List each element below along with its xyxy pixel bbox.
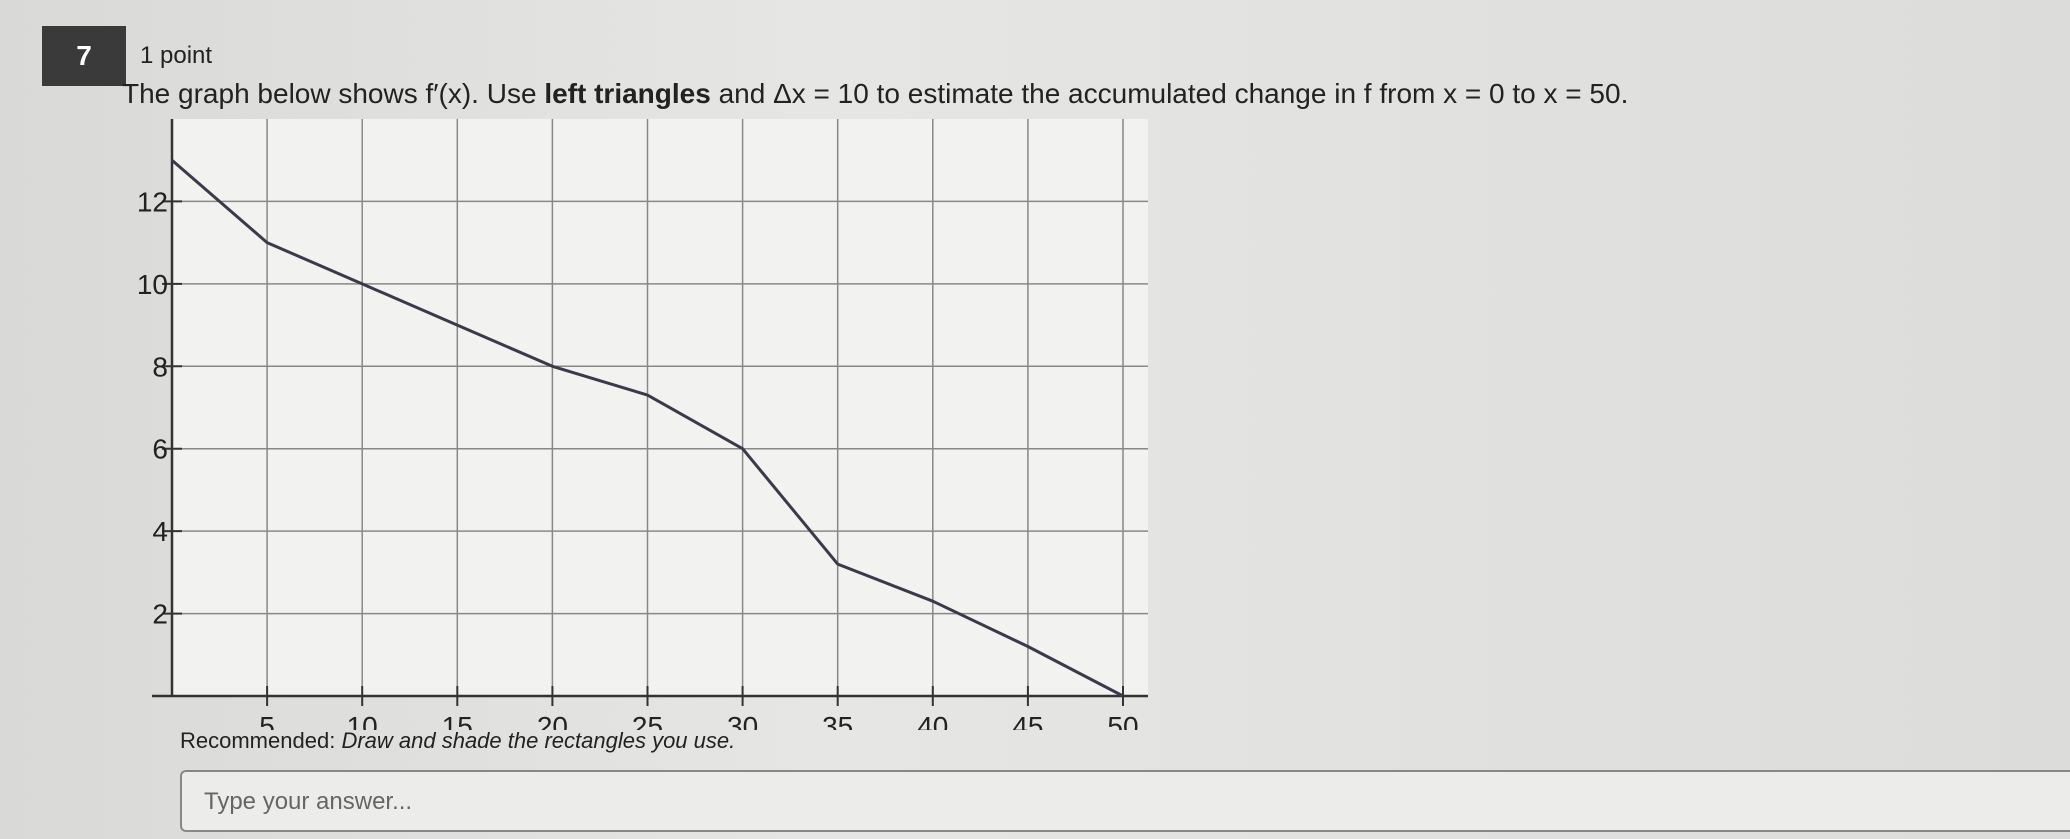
y-tick-label: 8 xyxy=(152,351,168,382)
x-tick-label: 15 xyxy=(442,711,473,730)
x-tick-label: 20 xyxy=(537,711,568,730)
question-number: 7 xyxy=(42,26,126,86)
y-tick-label: 10 xyxy=(137,269,168,300)
recommendation: Recommended: Draw and shade the rectangl… xyxy=(180,728,735,754)
recommendation-label: Recommended: xyxy=(180,728,336,753)
points: 1 point xyxy=(140,42,213,69)
x-tick-label: 30 xyxy=(727,711,758,730)
x-tick-label: 5 xyxy=(259,711,275,730)
x-tick-label: 45 xyxy=(1012,711,1043,730)
x-tick-label: 50 xyxy=(1107,711,1138,730)
question-text-part: and Δx = 10 to estimate the accumulated … xyxy=(710,78,1629,109)
curve xyxy=(171,159,1124,698)
question-bold: left triangles xyxy=(544,78,711,109)
y-tick-label: 6 xyxy=(152,434,168,465)
question-text-part: The graph below shows f′(x). Use xyxy=(122,78,545,109)
y-tick-label: 4 xyxy=(152,516,168,547)
x-tick-label: 40 xyxy=(917,711,948,730)
answer-input[interactable]: Type your answer... xyxy=(180,770,2070,832)
answer-placeholder: Type your answer... xyxy=(204,788,413,815)
recommendation-text: Draw and shade the rectangles you use. xyxy=(341,728,736,753)
y-tick-label: 12 xyxy=(137,186,168,217)
plot-area xyxy=(172,119,1148,696)
x-tick-label: 25 xyxy=(632,711,663,730)
x-tick-label: 10 xyxy=(347,711,378,730)
y-tick-label: 2 xyxy=(152,599,168,630)
x-tick-label: 35 xyxy=(822,711,853,730)
chart: 2 4 6 8 10 12 5 10 15 20 25 30 35 40 45 50 xyxy=(137,119,1148,730)
question-text: The graph below shows f′(x). Use left tr… xyxy=(122,78,1628,110)
